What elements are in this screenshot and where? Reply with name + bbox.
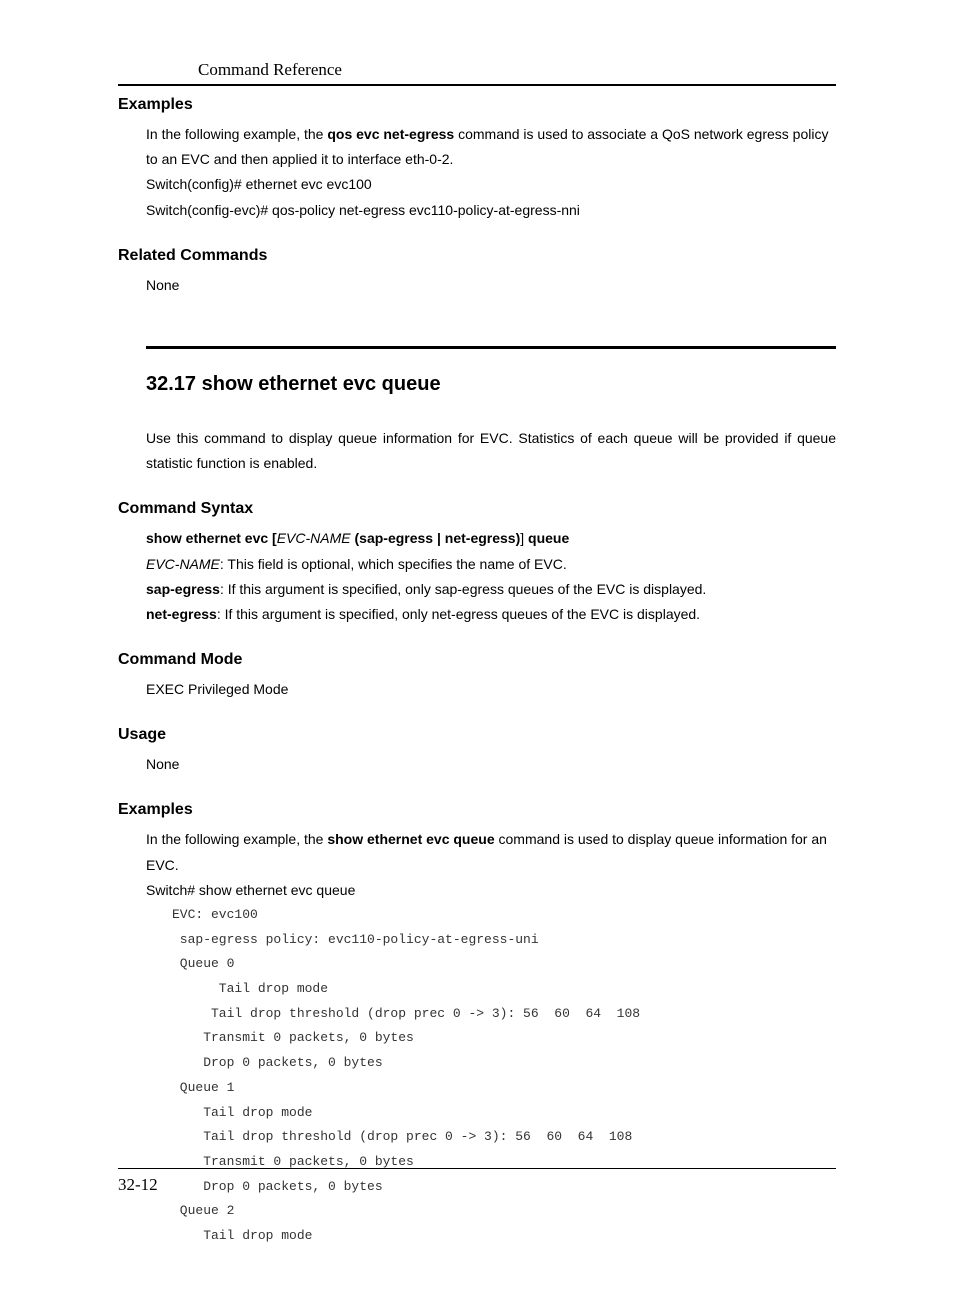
param-name-italic: EVC-NAME: [146, 556, 220, 572]
section-separator: [146, 346, 836, 349]
examples-heading-2: Examples: [118, 801, 836, 819]
syntax-line: show ethernet evc [EVC-NAME (sap-egress …: [118, 526, 836, 551]
examples-intro-1: In the following example, the qos evc ne…: [118, 122, 836, 172]
command-name-bold: show ethernet evc queue: [327, 831, 494, 847]
command-mode-content: EXEC Privileged Mode: [118, 677, 836, 702]
syntax-bold: (sap-egress | net-egress): [351, 530, 521, 546]
usage-section: Usage None: [118, 726, 836, 777]
syntax-desc-1: EVC-NAME: This field is optional, which …: [118, 552, 836, 577]
main-section-heading: 32.17 show ethernet evc queue: [146, 373, 836, 396]
text-part: In the following example, the: [146, 831, 327, 847]
examples-heading-1: Examples: [118, 96, 836, 114]
param-name-bold: sap-egress: [146, 581, 220, 597]
command-line-2: Switch(config-evc)# qos-policy net-egres…: [118, 198, 836, 223]
usage-heading: Usage: [118, 726, 836, 744]
command-name-bold: qos evc net-egress: [327, 126, 454, 142]
syntax-bold: queue: [524, 530, 569, 546]
syntax-desc-3: net-egress: If this argument is specifie…: [118, 602, 836, 627]
param-desc: : This field is optional, which specifie…: [220, 556, 567, 572]
command-syntax-section: Command Syntax show ethernet evc [EVC-NA…: [118, 500, 836, 627]
param-name-bold: net-egress: [146, 606, 217, 622]
page-container: Command Reference Examples In the follow…: [0, 0, 954, 1289]
text-part: In the following example, the: [146, 126, 327, 142]
page-footer: 32-12: [118, 1168, 836, 1195]
examples-intro-2: In the following example, the show ether…: [118, 827, 836, 877]
header-title: Command Reference: [118, 60, 836, 80]
related-commands-content: None: [118, 273, 836, 298]
param-desc: : If this argument is specified, only sa…: [220, 581, 706, 597]
param-desc: : If this argument is specified, only ne…: [217, 606, 700, 622]
page-header: Command Reference: [118, 60, 836, 86]
command-line-1: Switch(config)# ethernet evc evc100: [118, 172, 836, 197]
examples-section-1: Examples In the following example, the q…: [118, 96, 836, 223]
syntax-desc-2: sap-egress: If this argument is specifie…: [118, 577, 836, 602]
command-output: EVC: evc100 sap-egress policy: evc110-po…: [118, 903, 836, 1249]
syntax-bold: show ethernet evc [: [146, 530, 277, 546]
usage-content: None: [118, 752, 836, 777]
command-invocation: Switch# show ethernet evc queue: [118, 878, 836, 903]
syntax-italic: EVC-NAME: [277, 530, 351, 546]
page-number: 32-12: [118, 1175, 836, 1195]
related-commands-heading: Related Commands: [118, 247, 836, 265]
command-mode-heading: Command Mode: [118, 651, 836, 669]
main-section-description: Use this command to display queue inform…: [118, 426, 836, 476]
command-mode-section: Command Mode EXEC Privileged Mode: [118, 651, 836, 702]
command-syntax-heading: Command Syntax: [118, 500, 836, 518]
related-commands-section: Related Commands None: [118, 247, 836, 298]
